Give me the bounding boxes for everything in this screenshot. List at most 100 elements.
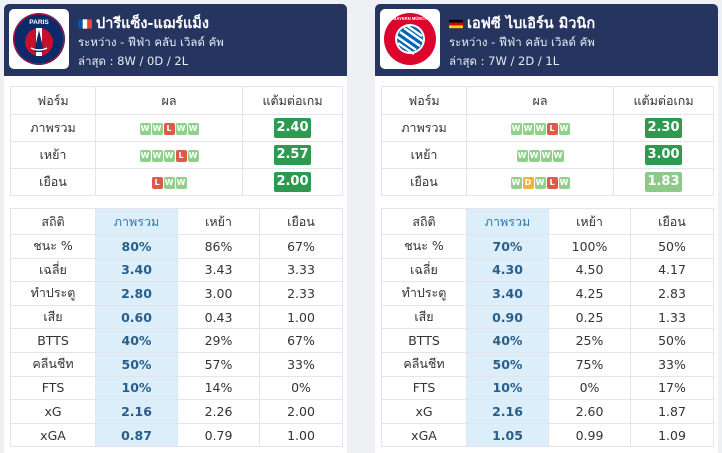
ppg-cell: 2.40 (242, 114, 343, 142)
stat-away: 1.87 (630, 399, 714, 424)
stat-away: 0% (259, 375, 343, 401)
ppg-header: แต้มต่อเกม (242, 86, 343, 115)
stat-overall: 50% (466, 351, 549, 377)
stat-label: เสีย (381, 304, 467, 330)
result-pill[interactable]: W (510, 123, 522, 135)
overall-header[interactable]: ภาพรวม (466, 208, 549, 235)
stat-home: 3.00 (177, 281, 260, 306)
home-header[interactable]: เหย้า (548, 208, 631, 235)
stat-away: 50% (630, 328, 714, 353)
stats-row: xGA 1.05 0.99 1.09 (381, 422, 714, 448)
result-pill[interactable]: L (546, 177, 558, 189)
result-pill[interactable]: W (558, 123, 570, 135)
result-header: ผล (466, 86, 614, 115)
stat-label: เสีย (10, 304, 96, 330)
result-pill[interactable]: W (516, 150, 528, 162)
ppg-cell: 1.83 (613, 168, 714, 196)
result-pill[interactable]: W (175, 123, 187, 135)
result-pill[interactable]: L (163, 123, 175, 135)
stat-overall: 10% (95, 375, 178, 401)
stats-row: ชนะ % 80% 86% 67% (10, 234, 343, 259)
stat-overall: 2.80 (95, 281, 178, 306)
result-pill[interactable]: W (139, 123, 151, 135)
stat-home: 4.25 (548, 281, 631, 306)
team-header: FC BAYERN MÜNCHEN เอฟซี ไบเอิร์น มิวนิก … (375, 4, 718, 76)
result-pill[interactable]: W (163, 177, 175, 189)
stat-overall: 0.60 (95, 304, 178, 330)
stat-away: 50% (630, 234, 714, 259)
away-header[interactable]: เยือน (259, 208, 343, 235)
stat-label: ทำประตู (10, 281, 96, 306)
stat-away: 3.33 (259, 257, 343, 283)
stat-overall: 40% (466, 328, 549, 353)
stat-label: ชนะ % (381, 234, 467, 259)
stat-away: 33% (259, 351, 343, 377)
stat-overall: 0.87 (95, 422, 178, 448)
overall-header[interactable]: ภาพรวม (95, 208, 178, 235)
stat-overall: 10% (466, 375, 549, 401)
bayern-logo[interactable]: FC BAYERN MÜNCHEN (380, 9, 440, 69)
stat-home: 57% (177, 351, 260, 377)
result-pill[interactable]: W (175, 177, 187, 189)
team-header: PARIS ปารีแซ็ง-แฌร์แม็ง ระหว่าง - ฟีฟ่า … (4, 4, 347, 76)
result-pill[interactable]: L (546, 123, 558, 135)
result-pill[interactable]: W (522, 123, 534, 135)
last-record: ล่าสุด : 8W / 0D / 2L (78, 54, 189, 68)
stats-row: BTTS 40% 25% 50% (381, 328, 714, 353)
form-row-label: ภาพรวม (381, 114, 467, 142)
result-pill[interactable]: W (534, 123, 546, 135)
stat-overall: 3.40 (95, 257, 178, 283)
team-name[interactable]: ปารีแซ็ง-แฌร์แม็ง (78, 12, 209, 35)
stat-label: ชนะ % (10, 234, 96, 259)
result-pill[interactable]: W (151, 123, 163, 135)
result-pill[interactable]: W (187, 150, 199, 162)
home-header[interactable]: เหย้า (177, 208, 260, 235)
stat-away: 67% (259, 328, 343, 353)
stat-away: 2.33 (259, 281, 343, 306)
result-pill[interactable]: W (540, 150, 552, 162)
team-name[interactable]: เอฟซี ไบเอิร์น มิวนิก (449, 12, 595, 35)
result-pill[interactable]: W (534, 177, 546, 189)
stat-label: xG (10, 399, 96, 424)
psg-logo[interactable]: PARIS (9, 9, 69, 69)
stat-label: FTS (10, 375, 96, 401)
stats-row: ทำประตู 2.80 3.00 2.33 (10, 281, 343, 306)
result-pill[interactable]: L (151, 177, 163, 189)
stat-overall: 1.05 (466, 422, 549, 448)
result-pill[interactable]: W (139, 150, 151, 162)
stat-home: 75% (548, 351, 631, 377)
stat-label: xG (381, 399, 467, 424)
stat-away: 1.00 (259, 304, 343, 330)
result-pill[interactable]: W (163, 150, 175, 162)
stat-label: BTTS (381, 328, 467, 353)
form-header: ฟอร์ม (381, 86, 467, 115)
competition-label: ระหว่าง - ฟีฟ่า คลับ เวิลด์ คัพ (449, 35, 595, 49)
away-header[interactable]: เยือน (630, 208, 714, 235)
result-pill[interactable]: W (528, 150, 540, 162)
result-pill[interactable]: W (552, 150, 564, 162)
stats-row: เฉลี่ย 4.30 4.50 4.17 (381, 257, 714, 283)
competition-label: ระหว่าง - ฟีฟ่า คลับ เวิลด์ คัพ (78, 35, 224, 49)
team-panel-psg: PARIS ปารีแซ็ง-แฌร์แม็ง ระหว่าง - ฟีฟ่า … (4, 4, 347, 453)
result-pill[interactable]: W (510, 177, 522, 189)
result-pill[interactable]: W (187, 123, 199, 135)
result-pill[interactable]: D (522, 177, 534, 189)
result-pill[interactable]: W (558, 177, 570, 189)
svg-text:PARIS: PARIS (29, 19, 49, 26)
stats-row: FTS 10% 0% 17% (381, 375, 714, 401)
result-pill[interactable]: L (175, 150, 187, 162)
stat-home: 2.60 (548, 399, 631, 424)
stat-label: FTS (381, 375, 467, 401)
result-pill[interactable]: W (151, 150, 163, 162)
stat-away: 1.09 (630, 422, 714, 448)
stat-home: 0.99 (548, 422, 631, 448)
